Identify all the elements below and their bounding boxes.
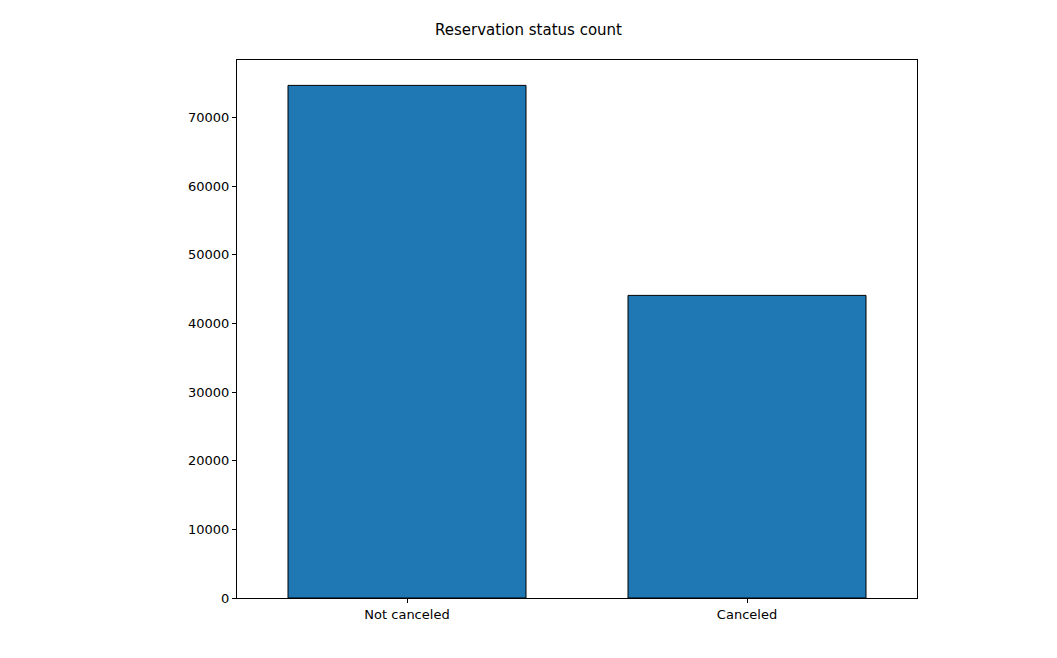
svg-text:60000: 60000 [188,179,229,194]
svg-text:40000: 40000 [188,316,229,331]
svg-text:Reservation status count: Reservation status count [435,21,622,39]
svg-text:50000: 50000 [188,247,229,262]
svg-text:30000: 30000 [188,385,229,400]
svg-text:Canceled: Canceled [717,607,777,622]
svg-text:Not canceled: Not canceled [364,607,449,622]
svg-text:20000: 20000 [188,453,229,468]
svg-text:10000: 10000 [188,522,229,537]
svg-text:70000: 70000 [188,110,229,125]
svg-text:0: 0 [221,591,229,606]
